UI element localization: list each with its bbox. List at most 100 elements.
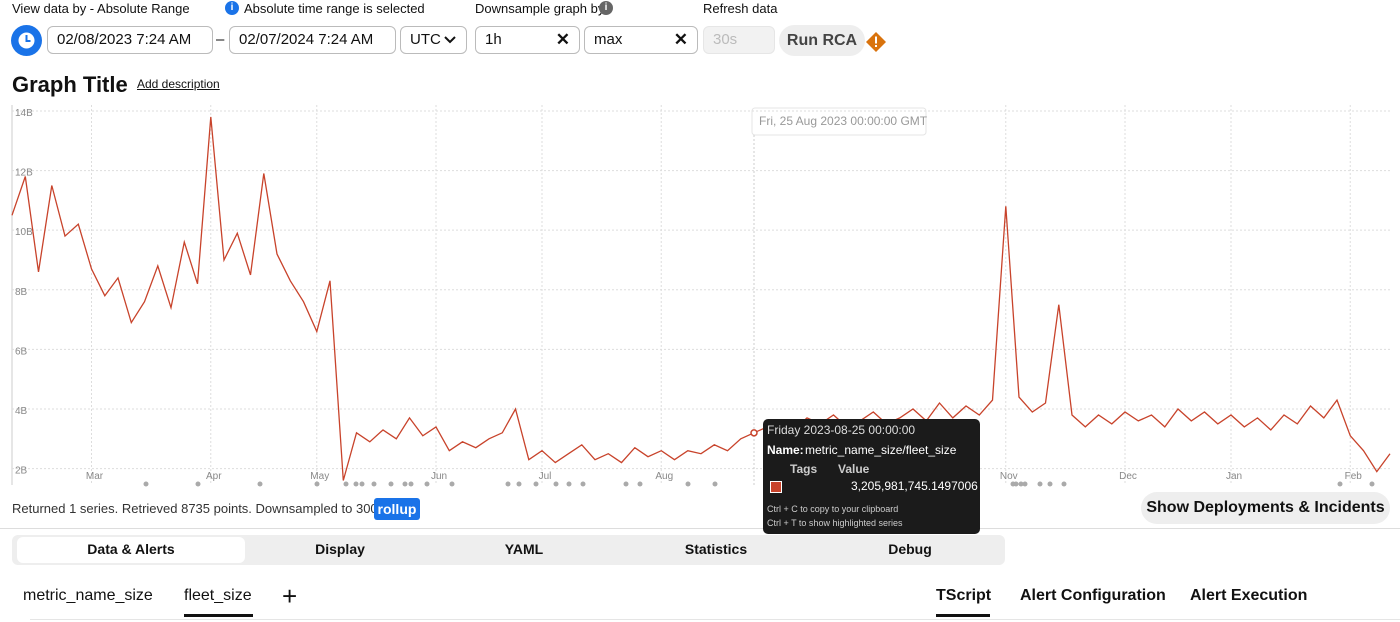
info-icon: i bbox=[225, 1, 239, 15]
tooltip-header: Tags bbox=[790, 462, 818, 476]
refresh-input[interactable]: 30s bbox=[703, 26, 775, 54]
crosshair-label-box bbox=[751, 107, 927, 136]
tooltip-name: metric_name_size/fleet_size bbox=[805, 443, 957, 457]
tooltip-hint: Ctrl + T to show highlighted series bbox=[767, 518, 903, 528]
x-tick-label: Aug bbox=[655, 471, 673, 482]
chevron bbox=[444, 36, 456, 44]
rollup-button[interactable]: rollup bbox=[374, 498, 420, 520]
y-tick-label: 12B bbox=[15, 168, 33, 179]
deployment-marker bbox=[637, 481, 643, 487]
divider bbox=[0, 528, 1400, 529]
label: Refresh data bbox=[703, 1, 778, 16]
graph-title: Graph Title bbox=[12, 72, 128, 97]
deployment-marker bbox=[449, 481, 455, 487]
deployment-marker bbox=[505, 481, 511, 487]
deployment-marker bbox=[685, 481, 691, 487]
timezone-select[interactable]: UTC bbox=[400, 26, 467, 54]
deployment-marker bbox=[1337, 481, 1343, 487]
series-swatch bbox=[770, 481, 782, 493]
add-description[interactable]: Add description bbox=[137, 77, 220, 91]
end-input[interactable]: 02/07/2024 7:24 AM bbox=[229, 26, 396, 54]
divider bbox=[30, 619, 1400, 620]
x-tick-label: Dec bbox=[1119, 471, 1137, 482]
deployment-marker bbox=[533, 481, 539, 487]
tab[interactable]: Data & Alerts bbox=[87, 541, 175, 557]
interval: 1h bbox=[485, 31, 502, 48]
active-underline bbox=[184, 614, 253, 617]
run-rca-button[interactable]: Run RCA bbox=[779, 25, 865, 56]
tooltip-hint: Ctrl + C to copy to your clipboard bbox=[767, 504, 899, 514]
label: Absolute time range is selected bbox=[244, 1, 425, 16]
x-tick-label: Mar bbox=[86, 471, 104, 482]
y-tick-label: 8B bbox=[15, 287, 28, 298]
y-tick-label: 4B bbox=[15, 406, 28, 417]
interval-input[interactable]: 1h ✕ bbox=[475, 26, 580, 54]
refresh: 30s bbox=[713, 31, 738, 48]
tab[interactable]: YAML bbox=[504, 541, 544, 557]
x-tick-label: Jul bbox=[539, 471, 552, 482]
deployment-marker bbox=[1369, 481, 1375, 487]
add-query-icon[interactable]: + bbox=[282, 581, 298, 611]
editor-tab[interactable]: Alert Execution bbox=[1190, 587, 1308, 604]
y-tick-label: 6B bbox=[15, 346, 28, 357]
tab[interactable]: Display bbox=[315, 541, 365, 557]
editor-tab[interactable]: Alert Configuration bbox=[1020, 587, 1166, 604]
tab[interactable]: Statistics bbox=[684, 541, 748, 557]
deployment-marker bbox=[257, 481, 263, 487]
x-tick-label: Jan bbox=[1226, 471, 1242, 482]
label: View data by - Absolute Range bbox=[12, 1, 190, 16]
deployment-marker bbox=[359, 481, 365, 487]
start-input[interactable]: 02/08/2023 7:24 AM bbox=[47, 26, 213, 54]
deployment-marker bbox=[408, 481, 414, 487]
deployment-marker bbox=[580, 481, 586, 487]
active-underline bbox=[936, 614, 990, 617]
deployment-marker bbox=[566, 481, 572, 487]
deployment-marker bbox=[1047, 481, 1053, 487]
clock-icon bbox=[18, 32, 35, 49]
function: max bbox=[594, 31, 623, 48]
editor-tab[interactable]: TScript bbox=[936, 587, 992, 604]
tooltip: Friday 2023-08-25 00:00:00 Name: metric_… bbox=[763, 419, 980, 534]
deployment-marker bbox=[424, 481, 430, 487]
y-tick-label: 10B bbox=[15, 227, 33, 238]
active-tab-bg bbox=[17, 537, 245, 563]
query-tab[interactable]: metric_name_size bbox=[23, 587, 153, 604]
clear-icon[interactable]: ✕ bbox=[555, 30, 570, 49]
function-input[interactable]: max ✕ bbox=[584, 26, 698, 54]
deployment-marker bbox=[1037, 481, 1043, 487]
y-tick-label: 14B bbox=[15, 108, 33, 119]
timezone: UTC bbox=[410, 31, 441, 48]
deployment-marker bbox=[623, 481, 629, 487]
tooltip-date: Friday 2023-08-25 00:00:00 bbox=[767, 423, 916, 437]
deployment-marker bbox=[343, 481, 349, 487]
chart: Fri, 25 Aug 2023 00:00:00 GMT 2B 4B 6B 8B 10… bbox=[11, 105, 1391, 487]
x-tick-label: Jun bbox=[431, 471, 447, 482]
y-tick-label: 2B bbox=[15, 466, 28, 477]
deployments-button[interactable]: Show Deployments & Incidents bbox=[1141, 492, 1390, 524]
tooltip-header: Value bbox=[838, 462, 870, 476]
deployment-marker bbox=[553, 481, 559, 487]
deployment-marker bbox=[388, 481, 394, 487]
label: Downsample graph by bbox=[475, 1, 605, 16]
info-icon: i bbox=[599, 1, 613, 15]
deployment-marker bbox=[1022, 481, 1028, 487]
deployment-marker bbox=[143, 481, 149, 487]
tooltip-value: 3,205,981,745.1497006 bbox=[851, 479, 978, 493]
warning-icon bbox=[866, 32, 886, 52]
hover-marker bbox=[750, 429, 758, 437]
start-value: 02/08/2023 7:24 AM bbox=[57, 31, 192, 48]
end-value: 02/07/2024 7:24 AM bbox=[239, 31, 374, 48]
deployment-marker bbox=[712, 481, 718, 487]
x-tick-label: Feb bbox=[1345, 471, 1363, 482]
deployment-marker bbox=[1018, 481, 1024, 487]
deployment-marker bbox=[371, 481, 377, 487]
query-tab[interactable]: fleet_size bbox=[184, 587, 252, 604]
deployment-marker bbox=[402, 481, 408, 487]
deployment-marker bbox=[1061, 481, 1067, 487]
deployment-marker bbox=[1013, 481, 1019, 487]
dash: – bbox=[216, 31, 225, 48]
tab[interactable]: Debug bbox=[888, 541, 932, 557]
clear-icon[interactable]: ✕ bbox=[673, 30, 688, 49]
clock-button[interactable] bbox=[11, 25, 42, 56]
